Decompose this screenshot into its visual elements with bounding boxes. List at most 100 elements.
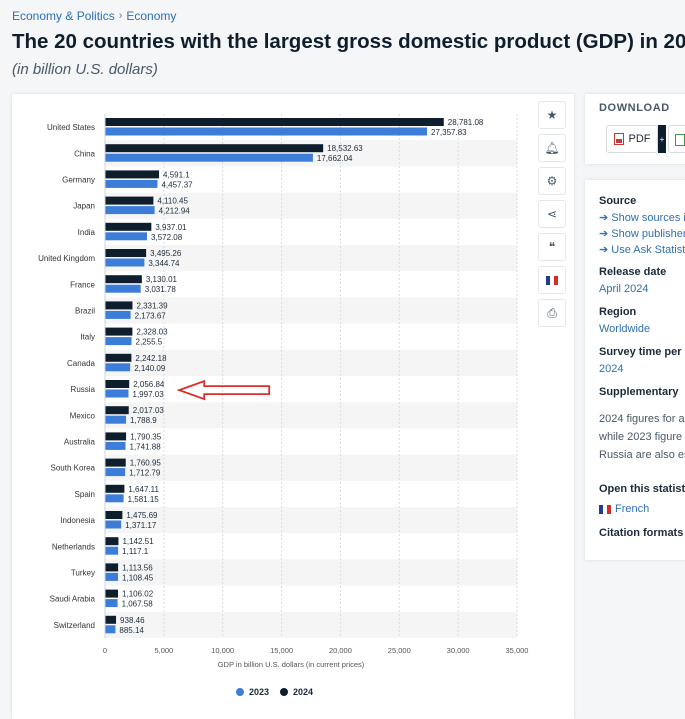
data-label-2024: 18,532.63 <box>327 144 363 153</box>
supplementary-label: Supplementary <box>599 386 679 398</box>
category-label: Germany <box>62 176 95 185</box>
bar-2024 <box>105 118 444 126</box>
data-label-2024: 1,647.11 <box>128 485 159 494</box>
data-label-2023: 3,572.08 <box>151 233 183 242</box>
citation-formats-label: Citation formats <box>599 527 684 539</box>
row-stripe <box>105 454 517 481</box>
quote-icon: ❝ <box>548 240 556 254</box>
data-label-2023: 27,357.83 <box>431 128 467 137</box>
data-label-2023: 1,741.88 <box>130 442 162 451</box>
pdf-options-button[interactable]: + <box>658 125 666 153</box>
x-tick-label: 25,000 <box>388 646 411 655</box>
bar-2023 <box>105 441 126 450</box>
bar-2023 <box>105 206 155 215</box>
print-button[interactable]: ⎙ <box>538 299 566 327</box>
gear-icon: ⚙ <box>546 174 558 188</box>
data-label-2023: 1,117.1 <box>122 547 149 556</box>
open-french-link[interactable]: French <box>599 503 649 515</box>
x-tick-label: 20,000 <box>329 646 352 655</box>
x-tick-label: 10,000 <box>211 646 234 655</box>
cite-button[interactable]: ❝ <box>538 233 566 261</box>
bar-2023 <box>105 389 129 398</box>
favorite-button[interactable]: ★ <box>538 101 566 129</box>
data-label-2023: 1,997.03 <box>133 390 165 399</box>
bar-2023 <box>105 572 119 581</box>
print-icon: ⎙ <box>547 305 557 320</box>
share-icon: ⋖ <box>546 207 558 221</box>
category-label: South Korea <box>51 464 96 473</box>
bar-2024 <box>105 484 125 493</box>
row-stripe <box>105 192 517 219</box>
row-stripe <box>105 559 517 586</box>
bar-2023 <box>105 310 131 319</box>
legend-marker-2023 <box>236 688 244 696</box>
data-label-2023: 17,662.04 <box>317 154 353 163</box>
bar-2024 <box>105 511 123 519</box>
data-label-2023: 1,788.9 <box>130 416 157 425</box>
bar-2024 <box>105 144 324 153</box>
bar-2023 <box>105 337 132 346</box>
notification-button[interactable]: 🔔︎ <box>538 134 566 162</box>
data-label-2024: 3,937.01 <box>155 223 187 232</box>
show-sources-link[interactable]: ➔ Show sources in <box>599 212 685 224</box>
download-pdf-button[interactable]: PDF <box>606 125 658 153</box>
bar-2023 <box>105 415 127 424</box>
data-label-2024: 2,242.18 <box>135 354 167 363</box>
bar-2024 <box>105 275 142 284</box>
page-title: The 20 countries with the largest gross … <box>12 30 685 53</box>
data-label-2023: 2,140.09 <box>134 364 166 373</box>
chart-toolbar: ★ 🔔︎ ⚙ ⋖ ❝ ⎙ <box>538 101 570 332</box>
data-label-2023: 4,457.37 <box>161 180 193 189</box>
bar-2023 <box>105 127 428 136</box>
data-label-2023: 1,108.45 <box>122 573 154 582</box>
flag-icon <box>599 504 611 514</box>
category-label: Japan <box>73 202 95 211</box>
language-button[interactable] <box>538 266 566 294</box>
bar-2023 <box>105 599 118 608</box>
show-publisher-link[interactable]: ➔ Show publisher <box>599 228 685 240</box>
share-button[interactable]: ⋖ <box>538 200 566 228</box>
star-icon: ★ <box>546 108 558 122</box>
bar-2024 <box>105 589 119 598</box>
bar-2024 <box>105 563 119 572</box>
survey-time-value: 2024 <box>599 363 624 375</box>
data-label-2023: 4,212.94 <box>159 207 191 216</box>
data-label-2023: 1,581.15 <box>128 495 160 504</box>
bar-2024 <box>105 301 133 310</box>
data-label-2024: 2,331.39 <box>136 301 168 310</box>
bar-2023 <box>105 232 148 241</box>
bar-2023 <box>105 153 313 162</box>
x-tick-label: 5,000 <box>154 646 173 655</box>
bar-2023 <box>105 363 131 372</box>
ask-statista-link[interactable]: ➔ Use Ask Statista <box>599 244 685 256</box>
pdf-icon <box>613 133 624 145</box>
statistic-info-panel: Source ➔ Show sources in ➔ Show publishe… <box>585 180 685 560</box>
bar-2024 <box>105 327 133 336</box>
row-stripe <box>105 507 517 534</box>
supplementary-line: while 2023 figure <box>599 431 683 443</box>
bar-2024 <box>105 458 126 467</box>
bar-2023 <box>105 258 145 267</box>
row-stripe <box>105 402 517 429</box>
breadcrumb-link-economy[interactable]: Economy <box>126 9 177 23</box>
data-label-2024: 938.46 <box>120 616 145 625</box>
category-label: Switzerland <box>54 621 95 630</box>
category-label: Italy <box>80 333 95 342</box>
category-label: Mexico <box>70 411 96 420</box>
region-label: Region <box>599 306 637 318</box>
row-stripe <box>105 611 517 638</box>
data-label-2024: 1,142.51 <box>122 537 154 546</box>
chart-card: United States 28,781.08 27,357.83 China 18,5… <box>12 94 574 719</box>
category-label: Netherlands <box>52 542 95 551</box>
bar-2024 <box>105 537 119 546</box>
data-label-2023: 1,067.58 <box>122 600 154 609</box>
data-label-2024: 3,495.26 <box>150 249 182 258</box>
bar-2024 <box>105 249 147 257</box>
download-xls-button[interactable] <box>668 125 685 153</box>
settings-button[interactable]: ⚙ <box>538 167 566 195</box>
x-tick-label: 35,000 <box>506 646 529 655</box>
breadcrumb-link-economy-politics[interactable]: Economy & Politics <box>12 9 115 23</box>
bell-icon: 🔔︎ <box>544 141 560 155</box>
bar-2023 <box>105 546 119 555</box>
bar-2024 <box>105 196 154 205</box>
